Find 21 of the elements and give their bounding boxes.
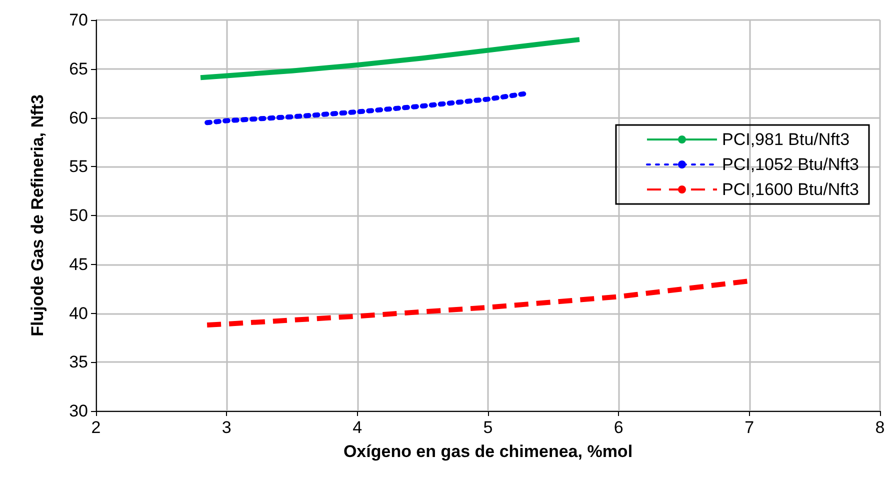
y-axis-title: Flujode Gas de Refineria, Nft3 — [28, 94, 47, 336]
x-axis-title: Oxígeno en gas de chimenea, %mol — [343, 442, 633, 461]
legend-label: PCI,981 Btu/Nft3 — [722, 130, 850, 149]
x-tick-label: 2 — [91, 418, 101, 437]
y-tick-label: 45 — [69, 254, 88, 274]
x-tick-label: 6 — [614, 418, 624, 437]
y-tick-label: 35 — [69, 352, 88, 372]
y-tick-label: 30 — [69, 402, 88, 420]
y-tick-label: 50 — [69, 206, 88, 225]
x-tick-label: 5 — [483, 418, 493, 437]
legend-label: PCI,1052 Btu/Nft3 — [722, 155, 860, 174]
x-tick-label: 3 — [222, 418, 232, 437]
x-tick-label: 4 — [352, 418, 362, 437]
y-tick-label: 70 — [69, 10, 88, 30]
legend-label: PCI,1600 Btu/Nft3 — [722, 180, 860, 199]
x-tick-label: 7 — [744, 418, 754, 437]
y-tick-label: 60 — [69, 108, 88, 128]
y-tick-label: 55 — [69, 157, 88, 176]
y-tick-label: 40 — [69, 304, 88, 323]
x-tick-label: 8 — [875, 418, 885, 437]
y-tick-label: 65 — [69, 59, 88, 78]
